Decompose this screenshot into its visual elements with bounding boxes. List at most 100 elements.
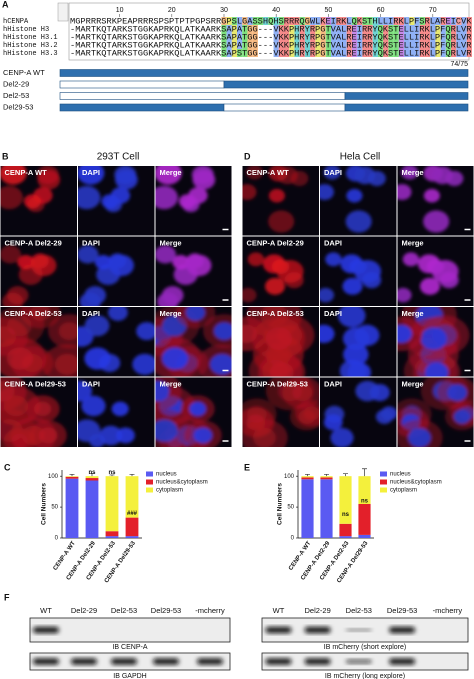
- nucleus-signal: [320, 324, 335, 344]
- residue-cell: [383, 41, 389, 49]
- nucleus-signal: [172, 254, 190, 270]
- bar-segment: [339, 536, 352, 538]
- residue-cell: [393, 33, 399, 41]
- residue-cell: [424, 25, 431, 33]
- residue-cell: [435, 25, 441, 33]
- residue-cell: [466, 33, 472, 41]
- blot-label: IB mCherry (short explore): [324, 644, 406, 651]
- residue-cell: [331, 49, 337, 57]
- residue-cell: [278, 41, 285, 49]
- residue-cell: [377, 41, 384, 49]
- tile-label: Merge: [402, 379, 424, 388]
- nucleus-signal: [447, 384, 468, 402]
- tile-label: Merge: [160, 238, 182, 247]
- residue-cell: [383, 49, 389, 57]
- residue-cell: [357, 33, 363, 41]
- nucleus-signal: [423, 188, 440, 203]
- residue-cell: [409, 25, 415, 33]
- residue-cell: [273, 49, 279, 57]
- residue-cell: [351, 49, 358, 57]
- residue-cell: [257, 17, 264, 25]
- nucleus-signal: [292, 384, 313, 402]
- residue-cell: [440, 49, 446, 57]
- residue-cell: [336, 33, 342, 41]
- legend-label: cytoplasm: [390, 488, 417, 494]
- residue-cell: [388, 49, 394, 57]
- residue-cell: [247, 41, 253, 49]
- residue-cell: [299, 33, 305, 41]
- tile-label: CENP-A Del2-29: [5, 238, 62, 247]
- annotation: ###: [127, 511, 138, 517]
- micrograph: DAPI: [78, 236, 155, 306]
- tile-label: CENP-A Del2-53: [5, 309, 62, 318]
- blot-band: [389, 627, 416, 633]
- residue-cell: [242, 25, 248, 33]
- residue-cell: [325, 49, 331, 57]
- residue-cell: [377, 49, 384, 57]
- residue-cell: [445, 49, 452, 57]
- bar-segment: [85, 476, 99, 479]
- residue-cell: [284, 49, 290, 57]
- residue-cell: [294, 25, 300, 33]
- residue-cell: [362, 25, 368, 33]
- residue-cell: [372, 49, 378, 57]
- nucleus-signal: [369, 384, 390, 402]
- tile-label: Merge: [160, 379, 182, 388]
- cells: [242, 307, 315, 377]
- error-bar: [69, 473, 75, 477]
- residue-cell: [466, 49, 472, 57]
- residue-cell: [320, 49, 326, 57]
- bar-segment: [339, 476, 352, 524]
- residue-cell: [252, 41, 258, 49]
- legend-swatch: [380, 487, 387, 493]
- cells: [242, 166, 309, 233]
- residue-cell: [237, 49, 243, 57]
- nucleus-signal: [0, 419, 23, 443]
- residue-cell: [299, 41, 305, 49]
- micrograph: DAPI: [78, 377, 155, 447]
- residue-cell: [404, 49, 410, 57]
- residue-cell: [231, 17, 238, 25]
- residue-cell: [252, 25, 258, 33]
- residue-cell: [242, 33, 248, 41]
- residue-cell: [289, 41, 295, 49]
- micrograph: CENP-A Del2-29: [242, 236, 319, 306]
- residue-cell: [414, 49, 420, 57]
- blot-band: [153, 658, 179, 665]
- micrograph: DAPI: [320, 307, 397, 377]
- nucleus-signal: [186, 254, 212, 277]
- residue-cell: [435, 41, 441, 49]
- residue-cell: [221, 49, 227, 57]
- nucleus-signal: [323, 414, 343, 431]
- micrograph: DAPI: [320, 236, 397, 306]
- residue-cell: [304, 49, 311, 57]
- residue-cell: [242, 49, 248, 57]
- nucleus-signal: [276, 260, 304, 283]
- cells: [78, 245, 134, 306]
- residue-cell: [341, 25, 347, 33]
- y-axis-label: Cell Numbers: [41, 483, 48, 525]
- nucleus-signal: [265, 327, 292, 350]
- nucleus-signal: [78, 185, 101, 210]
- legend-swatch: [380, 479, 387, 485]
- residue-cell: [372, 33, 378, 41]
- bar-segment: [125, 536, 139, 538]
- residue-cell: [419, 49, 425, 57]
- nucleus-signal: [0, 185, 23, 210]
- residue-cell: [273, 17, 279, 25]
- panel-letter: B: [2, 151, 9, 161]
- annotation: ns: [342, 512, 350, 518]
- residue-cell: [445, 17, 452, 25]
- residue-cell: [315, 41, 321, 49]
- residue-cell: [237, 33, 243, 41]
- residue-cell: [247, 17, 253, 25]
- nucleus-signal: [325, 252, 342, 267]
- blot-band: [33, 658, 59, 665]
- residue-cell: [336, 41, 342, 49]
- nucleus-signal: [330, 427, 354, 447]
- residue-cell: [263, 17, 269, 25]
- residue-cell: [273, 25, 279, 33]
- tile-label: DAPI: [82, 168, 100, 177]
- legend-swatch: [146, 479, 153, 485]
- nucleus-signal: [99, 425, 123, 446]
